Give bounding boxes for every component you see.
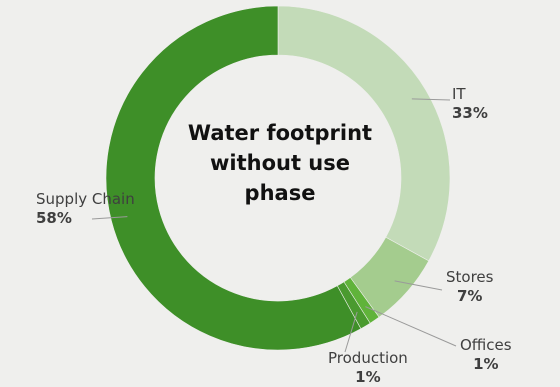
label-it: IT 33% [452, 85, 488, 123]
chart-title: Water footprint without use phase [187, 121, 373, 205]
label-offices-name: Offices [460, 336, 512, 354]
label-production-name: Production [328, 349, 408, 367]
label-stores: Stores 7% [446, 268, 493, 306]
leader-line-supply-chain [91, 216, 128, 220]
leader-line-it [411, 98, 451, 101]
slice-it [277, 5, 451, 262]
label-it-name: IT [452, 85, 466, 103]
leader-line-stores [394, 280, 443, 291]
label-it-value: 33% [452, 104, 488, 122]
label-stores-value: 7% [457, 287, 483, 305]
leader-line-production [344, 311, 358, 353]
label-supply-chain: Supply Chain 58% [36, 190, 135, 228]
label-supply-chain-name: Supply Chain [36, 190, 135, 208]
label-offices: Offices 1% [460, 336, 512, 374]
slice-supply-chain [105, 5, 362, 351]
label-stores-name: Stores [446, 268, 494, 286]
label-production: Production 1% [328, 349, 408, 387]
label-supply-chain-value: 58% [36, 209, 72, 227]
label-offices-value: 1% [473, 355, 499, 373]
leader-line-offices [365, 306, 457, 347]
label-production-value: 1% [355, 368, 381, 386]
